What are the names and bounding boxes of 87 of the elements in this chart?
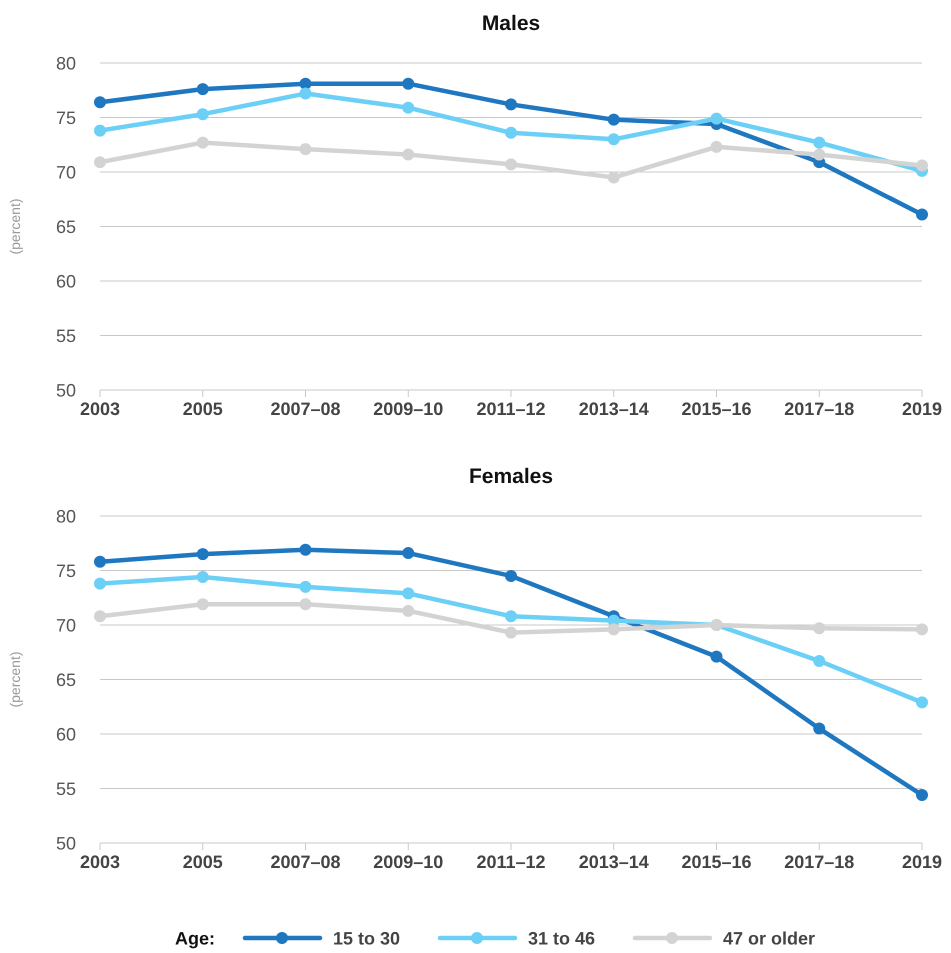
point bbox=[608, 133, 620, 146]
x-tick-label: 2015–16 bbox=[681, 399, 752, 419]
y-tick-label: 65 bbox=[56, 670, 76, 690]
x-tick-label: 2015–16 bbox=[681, 852, 752, 872]
point bbox=[916, 789, 928, 802]
point bbox=[196, 548, 209, 560]
point bbox=[94, 156, 106, 168]
chart-title: Females bbox=[468, 465, 554, 488]
y-tick-label: 50 bbox=[56, 833, 76, 854]
y-tick-label: 65 bbox=[56, 216, 76, 237]
x-tick-label: 2007–08 bbox=[270, 852, 341, 872]
point bbox=[300, 544, 312, 556]
y-tick-label: 70 bbox=[56, 615, 76, 636]
legend-title: Age: bbox=[175, 928, 215, 948]
y-axis-title: (percent) bbox=[7, 198, 23, 255]
x-tick-label: 2005 bbox=[182, 399, 223, 419]
point bbox=[710, 112, 722, 125]
x-tick-label: 2011–12 bbox=[476, 399, 546, 419]
point bbox=[710, 140, 722, 153]
point bbox=[505, 98, 517, 110]
point bbox=[813, 148, 826, 161]
point bbox=[916, 159, 928, 172]
point bbox=[916, 696, 928, 708]
x-tick-label: 2009–10 bbox=[373, 852, 444, 872]
y-tick-label: 60 bbox=[56, 724, 76, 744]
point bbox=[813, 722, 826, 735]
point bbox=[94, 610, 106, 622]
point bbox=[608, 623, 620, 636]
point bbox=[505, 610, 517, 622]
point bbox=[300, 580, 312, 593]
point bbox=[196, 83, 209, 96]
point bbox=[300, 88, 312, 100]
point bbox=[300, 598, 312, 610]
y-tick-label: 80 bbox=[56, 506, 76, 526]
point bbox=[916, 208, 928, 221]
point bbox=[94, 96, 106, 108]
legend-label: 15 to 30 bbox=[333, 928, 400, 948]
y-tick-label: 60 bbox=[56, 271, 76, 292]
legend-label: 47 or older bbox=[723, 928, 816, 948]
point bbox=[813, 654, 826, 667]
x-tick-label: 2009–10 bbox=[373, 399, 444, 419]
x-tick-label: 2003 bbox=[80, 399, 120, 419]
y-axis-title: (percent) bbox=[7, 651, 23, 708]
point bbox=[505, 126, 517, 139]
point bbox=[916, 623, 928, 636]
legend-label: 31 to 46 bbox=[528, 928, 596, 948]
point bbox=[196, 598, 209, 610]
point bbox=[505, 626, 517, 639]
point bbox=[505, 158, 517, 170]
x-tick-label: 2013–14 bbox=[578, 399, 649, 419]
point bbox=[94, 556, 106, 568]
point bbox=[608, 114, 620, 126]
point bbox=[505, 570, 517, 582]
point bbox=[196, 571, 209, 584]
point bbox=[402, 547, 414, 560]
y-tick-label: 80 bbox=[56, 53, 76, 74]
point bbox=[608, 171, 620, 184]
point bbox=[402, 604, 414, 617]
y-tick-label: 75 bbox=[56, 560, 76, 581]
x-tick-label: 2017–18 bbox=[784, 852, 854, 872]
x-tick-label: 2007–08 bbox=[270, 399, 341, 419]
point bbox=[300, 143, 312, 156]
point bbox=[402, 102, 414, 114]
point bbox=[813, 622, 826, 634]
point bbox=[94, 124, 106, 137]
point bbox=[813, 136, 826, 149]
x-tick-label: 2019 bbox=[902, 852, 942, 872]
y-tick-label: 70 bbox=[56, 162, 76, 182]
y-tick-label: 75 bbox=[56, 108, 76, 128]
x-tick-label: 2011–12 bbox=[476, 852, 546, 872]
point bbox=[710, 650, 722, 663]
point bbox=[196, 136, 209, 149]
y-tick-label: 50 bbox=[56, 380, 76, 400]
x-tick-label: 2013–14 bbox=[578, 852, 649, 872]
chart-title: Males bbox=[482, 12, 540, 35]
point bbox=[196, 108, 209, 120]
x-tick-label: 2005 bbox=[182, 852, 223, 872]
x-tick-label: 2017–18 bbox=[784, 399, 854, 419]
point bbox=[300, 78, 312, 90]
point bbox=[402, 148, 414, 161]
x-tick-label: 2019 bbox=[902, 399, 942, 419]
y-tick-label: 55 bbox=[56, 326, 76, 346]
point bbox=[402, 78, 414, 90]
point bbox=[402, 587, 414, 600]
x-tick-label: 2003 bbox=[80, 852, 120, 872]
point bbox=[94, 578, 106, 590]
y-tick-label: 55 bbox=[56, 778, 76, 799]
